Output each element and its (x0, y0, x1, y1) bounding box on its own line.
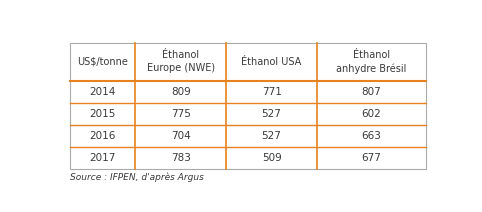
Bar (69, 43, 426, 169)
Text: Éthanol
Europe (NWE): Éthanol Europe (NWE) (147, 50, 215, 73)
Text: 807: 807 (362, 87, 381, 97)
Text: 527: 527 (262, 131, 281, 141)
Text: 663: 663 (362, 131, 381, 141)
Text: 809: 809 (171, 87, 191, 97)
Text: 771: 771 (262, 87, 281, 97)
Text: 2014: 2014 (89, 87, 116, 97)
Text: 602: 602 (362, 109, 381, 119)
Text: US$/tonne: US$/tonne (77, 57, 128, 67)
Text: 677: 677 (362, 153, 381, 163)
Text: Source : IFPEN, d'après Argus: Source : IFPEN, d'après Argus (69, 173, 203, 182)
Text: Éthanol USA: Éthanol USA (241, 57, 302, 67)
Text: 527: 527 (262, 109, 281, 119)
Text: 2015: 2015 (89, 109, 116, 119)
Text: 783: 783 (171, 153, 191, 163)
Text: 509: 509 (262, 153, 281, 163)
Text: 2017: 2017 (89, 153, 116, 163)
Text: 2016: 2016 (89, 131, 116, 141)
Text: 704: 704 (171, 131, 191, 141)
Text: 775: 775 (171, 109, 191, 119)
Text: Éthanol
anhydre Brésil: Éthanol anhydre Brésil (336, 50, 406, 74)
